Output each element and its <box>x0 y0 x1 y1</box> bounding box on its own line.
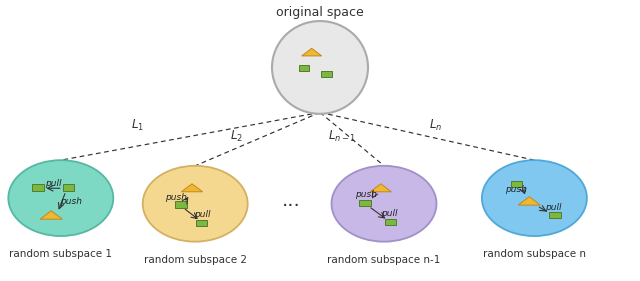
Text: $L_n$: $L_n$ <box>429 117 442 133</box>
Text: pull: pull <box>194 210 210 219</box>
Bar <box>385 219 396 225</box>
Ellipse shape <box>143 166 248 242</box>
Text: pull: pull <box>545 203 561 212</box>
Text: random subspace n: random subspace n <box>483 249 586 259</box>
Text: random subspace 2: random subspace 2 <box>144 255 246 265</box>
Bar <box>321 71 332 77</box>
Bar <box>196 220 207 226</box>
Text: random subspace n-1: random subspace n-1 <box>327 255 441 265</box>
Bar <box>359 200 371 206</box>
Text: push: push <box>164 192 187 202</box>
Text: random subspace 1: random subspace 1 <box>10 249 112 259</box>
Text: pull: pull <box>45 179 61 188</box>
Bar <box>549 212 561 218</box>
Bar <box>32 185 44 191</box>
Bar <box>63 185 74 191</box>
Bar <box>298 65 310 71</box>
Ellipse shape <box>332 166 436 242</box>
Text: pull: pull <box>381 209 398 218</box>
Text: $L_2$: $L_2$ <box>230 129 243 144</box>
Ellipse shape <box>8 160 113 236</box>
Text: ...: ... <box>282 191 301 210</box>
Text: $L_{n-1}$: $L_{n-1}$ <box>328 129 356 144</box>
Text: push: push <box>355 190 377 199</box>
Ellipse shape <box>482 160 587 236</box>
Text: push: push <box>506 185 527 194</box>
Text: push: push <box>60 197 82 206</box>
Text: original space: original space <box>276 6 364 19</box>
Bar <box>511 181 522 187</box>
Bar <box>175 201 187 208</box>
Ellipse shape <box>272 21 368 114</box>
Text: $L_1$: $L_1$ <box>131 117 144 133</box>
